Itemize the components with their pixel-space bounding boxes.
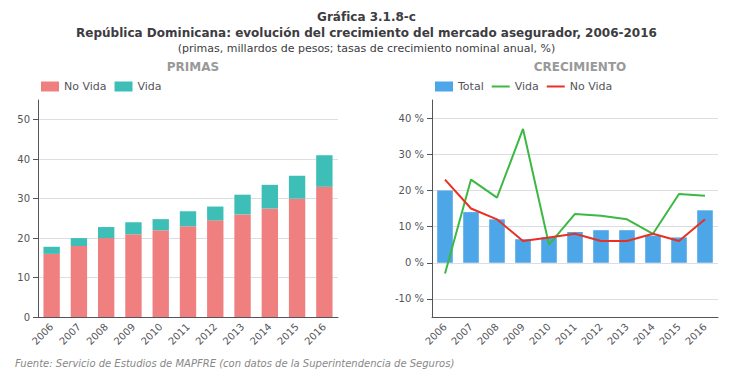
svg-text:2012: 2012 bbox=[193, 321, 219, 347]
svg-text:2016: 2016 bbox=[683, 321, 709, 347]
svg-text:2008: 2008 bbox=[84, 321, 110, 347]
svg-text:2014: 2014 bbox=[248, 321, 274, 347]
svg-text:0: 0 bbox=[24, 312, 30, 323]
svg-text:2015: 2015 bbox=[275, 321, 301, 347]
svg-text:2015: 2015 bbox=[657, 321, 683, 347]
svg-text:2007: 2007 bbox=[449, 321, 475, 347]
svg-text:Vida: Vida bbox=[515, 80, 539, 93]
svg-text:Vida: Vida bbox=[138, 80, 162, 93]
svg-text:Total: Total bbox=[457, 80, 484, 93]
svg-text:No Vida: No Vida bbox=[64, 80, 107, 93]
svg-text:2011: 2011 bbox=[553, 321, 579, 347]
svg-text:No Vida: No Vida bbox=[570, 80, 613, 93]
svg-text:20: 20 bbox=[17, 233, 30, 244]
svg-text:40 %: 40 % bbox=[399, 113, 424, 124]
svg-text:10: 10 bbox=[17, 272, 30, 283]
svg-text:40: 40 bbox=[17, 154, 30, 165]
svg-text:50: 50 bbox=[17, 114, 30, 125]
svg-text:2014: 2014 bbox=[631, 321, 657, 347]
svg-text:2009: 2009 bbox=[112, 321, 138, 347]
svg-text:2007: 2007 bbox=[57, 321, 83, 347]
svg-text:2016: 2016 bbox=[302, 321, 328, 347]
svg-text:(primas, millardos de pesos; t: (primas, millardos de pesos; tasas de cr… bbox=[178, 42, 556, 55]
svg-text:2006: 2006 bbox=[423, 321, 449, 347]
svg-text:10 %: 10 % bbox=[399, 221, 424, 232]
svg-text:CRECIMIENTO: CRECIMIENTO bbox=[534, 60, 627, 74]
svg-text:2008: 2008 bbox=[475, 321, 501, 347]
svg-text:2010: 2010 bbox=[139, 321, 165, 347]
svg-text:2013: 2013 bbox=[221, 321, 247, 347]
svg-text:30: 30 bbox=[17, 193, 30, 204]
svg-text:-10 %: -10 % bbox=[395, 293, 424, 304]
svg-text:PRIMAS: PRIMAS bbox=[167, 60, 219, 74]
svg-text:2013: 2013 bbox=[605, 321, 631, 347]
svg-text:2010: 2010 bbox=[527, 321, 553, 347]
svg-text:2009: 2009 bbox=[501, 321, 527, 347]
svg-text:30 %: 30 % bbox=[399, 149, 424, 160]
svg-text:0 %: 0 % bbox=[405, 257, 424, 268]
svg-text:República Dominicana: evolució: República Dominicana: evolución del crec… bbox=[76, 26, 657, 40]
svg-text:2011: 2011 bbox=[166, 321, 192, 347]
svg-text:Gráfica 3.1.8-c: Gráfica 3.1.8-c bbox=[317, 10, 416, 24]
svg-text:2006: 2006 bbox=[30, 321, 56, 347]
svg-text:20 %: 20 % bbox=[399, 185, 424, 196]
svg-text:Fuente: Servicio de Estudios d: Fuente: Servicio de Estudios de MAPFRE (… bbox=[15, 358, 454, 369]
svg-text:2012: 2012 bbox=[579, 321, 605, 347]
